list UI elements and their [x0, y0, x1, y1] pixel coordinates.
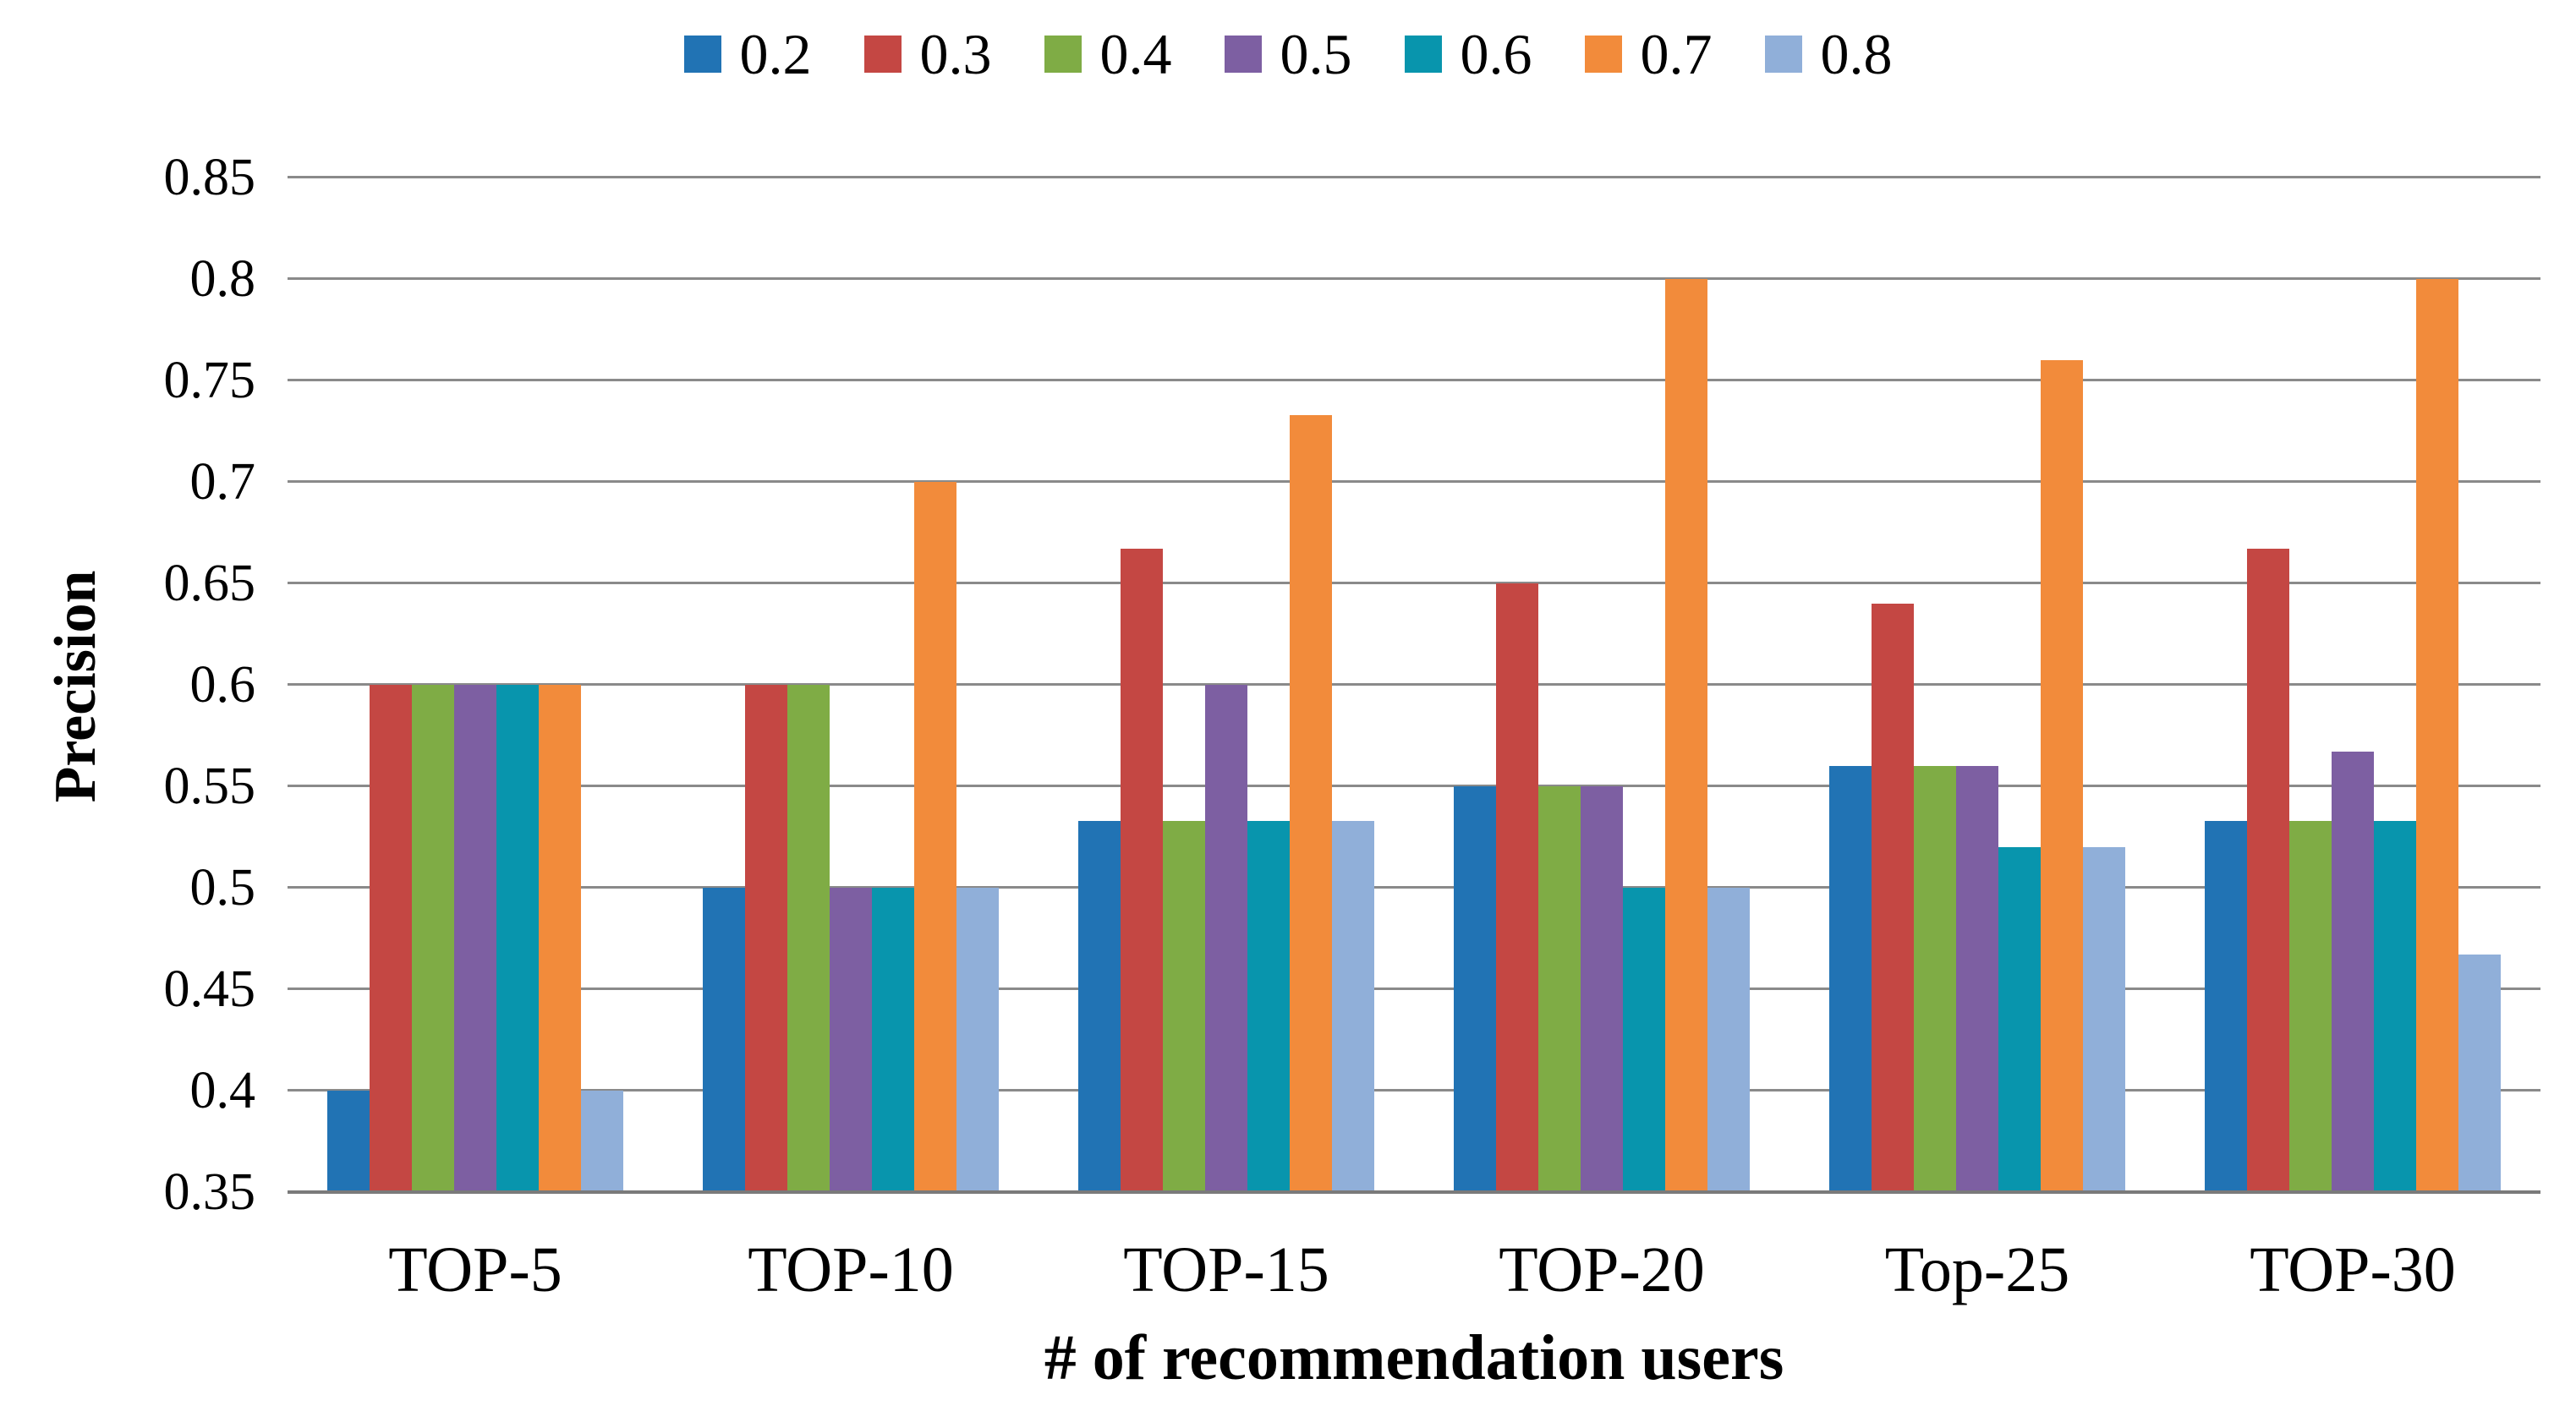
bar-top-30-series-0.6: [2374, 820, 2416, 1192]
bar-top-10-series-0.2: [703, 888, 745, 1192]
bar-top-30-series-0.2: [2205, 820, 2247, 1192]
gridline: [288, 582, 2540, 584]
bar-top-20-series-0.7: [1665, 279, 1707, 1192]
legend-label: 0.8: [1820, 22, 1893, 86]
bar-top-30-series-0.4: [2289, 820, 2332, 1192]
legend-swatch-icon: [1224, 36, 1262, 73]
bar-top-15-series-0.3: [1121, 549, 1163, 1192]
bar-top-20-series-0.4: [1538, 786, 1581, 1192]
x-category-label-top-5: TOP-5: [388, 1234, 562, 1305]
legend-item-0.8: 0.8: [1764, 22, 1893, 86]
bar-top-5-series-0.6: [496, 685, 539, 1192]
bar-top-30-series-0.5: [2332, 752, 2374, 1192]
bar-top-20-series-0.6: [1623, 888, 1665, 1192]
y-tick-label-0.7: 0.7: [189, 453, 256, 511]
x-category-label-top-30: TOP-30: [2250, 1234, 2456, 1305]
legend-swatch-icon: [1764, 36, 1802, 73]
x-category-label-top-15: TOP-15: [1123, 1234, 1329, 1305]
bar-top-25-series-0.8: [2083, 847, 2125, 1192]
bar-top-25-series-0.7: [2041, 360, 2083, 1192]
legend-swatch-icon: [683, 36, 721, 73]
bar-top-5-series-0.3: [370, 685, 412, 1192]
bar-top-15-series-0.6: [1247, 820, 1290, 1192]
legend-label: 0.3: [919, 22, 992, 86]
bar-top-10-series-0.8: [956, 888, 999, 1192]
legend-label: 0.2: [739, 22, 812, 86]
gridline: [288, 277, 2540, 280]
legend-swatch-icon: [1584, 36, 1622, 73]
legend-item-0.5: 0.5: [1224, 22, 1352, 86]
y-tick-label-0.75: 0.75: [163, 352, 256, 409]
legend-swatch-icon: [1044, 36, 1082, 73]
bar-top-5-series-0.2: [327, 1091, 370, 1192]
legend-item-0.7: 0.7: [1584, 22, 1713, 86]
x-axis-line: [288, 1190, 2540, 1194]
bar-top-30-series-0.8: [2458, 955, 2501, 1192]
x-axis-title: # of recommendation users: [1044, 1322, 1784, 1393]
bar-top-25-series-0.6: [1998, 847, 2041, 1192]
gridline: [288, 886, 2540, 889]
bar-top-30-series-0.7: [2416, 279, 2458, 1192]
bar-top-30-series-0.3: [2247, 549, 2289, 1192]
legend-item-0.3: 0.3: [863, 22, 992, 86]
x-category-label-top-25: Top-25: [1884, 1234, 2070, 1305]
bar-top-10-series-0.5: [830, 888, 872, 1192]
y-tick-label-0.6: 0.6: [189, 656, 256, 714]
y-tick-label-0.8: 0.8: [189, 250, 256, 308]
bar-top-10-series-0.3: [745, 685, 787, 1192]
bar-top-15-series-0.7: [1290, 414, 1332, 1192]
legend-item-0.4: 0.4: [1044, 25, 1172, 83]
legend-label: 0.7: [1640, 22, 1713, 86]
gridline: [288, 480, 2540, 483]
bar-top-20-series-0.8: [1707, 888, 1750, 1192]
legend-swatch-icon: [1404, 36, 1442, 73]
bar-top-15-series-0.2: [1078, 820, 1121, 1192]
legend-swatch-icon: [863, 36, 902, 73]
y-tick-label-0.85: 0.85: [163, 149, 256, 206]
bar-top-20-series-0.3: [1496, 583, 1538, 1192]
gridline: [288, 1089, 2540, 1091]
bar-top-20-series-0.2: [1454, 786, 1496, 1192]
y-tick-label-0.35: 0.35: [163, 1163, 256, 1221]
gridline: [288, 988, 2540, 990]
bar-top-25-series-0.3: [1872, 604, 1914, 1192]
bar-top-25-series-0.5: [1956, 766, 1998, 1192]
x-category-label-top-20: TOP-20: [1499, 1234, 1705, 1305]
bar-top-15-series-0.4: [1163, 820, 1205, 1192]
y-tick-label-0.45: 0.45: [163, 960, 256, 1018]
bar-top-25-series-0.4: [1914, 766, 1956, 1192]
legend-label: 0.6: [1460, 22, 1532, 86]
legend-label: 0.5: [1280, 22, 1352, 86]
bar-top-10-series-0.6: [872, 888, 914, 1192]
y-tick-label-0.5: 0.5: [189, 859, 256, 916]
bar-top-5-series-0.5: [454, 685, 496, 1192]
legend-item-0.2: 0.2: [683, 22, 812, 86]
y-tick-label-0.65: 0.65: [163, 555, 256, 612]
y-tick-label-0.55: 0.55: [163, 758, 256, 815]
y-tick-label-0.4: 0.4: [189, 1062, 256, 1119]
gridline: [288, 785, 2540, 787]
bar-top-10-series-0.7: [914, 482, 956, 1192]
bar-top-5-series-0.8: [581, 1091, 623, 1192]
gridline: [288, 683, 2540, 686]
chart-legend: 0.2 0.3 0.4 0.5 0.6 0.7 0.8: [0, 25, 2576, 83]
plot-area: [288, 176, 2540, 1194]
bar-top-25-series-0.2: [1829, 766, 1872, 1192]
bar-top-10-series-0.4: [787, 685, 830, 1192]
gridline: [288, 379, 2540, 381]
legend-label: 0.4: [1099, 22, 1172, 86]
legend-item-0.6: 0.6: [1404, 22, 1532, 86]
gridline: [288, 176, 2540, 178]
x-category-label-top-10: TOP-10: [748, 1234, 954, 1305]
bar-top-15-series-0.8: [1332, 820, 1374, 1192]
bar-top-5-series-0.4: [412, 685, 454, 1192]
bar-top-5-series-0.7: [539, 685, 581, 1192]
bar-top-15-series-0.5: [1205, 685, 1247, 1192]
bar-top-20-series-0.5: [1581, 786, 1623, 1192]
